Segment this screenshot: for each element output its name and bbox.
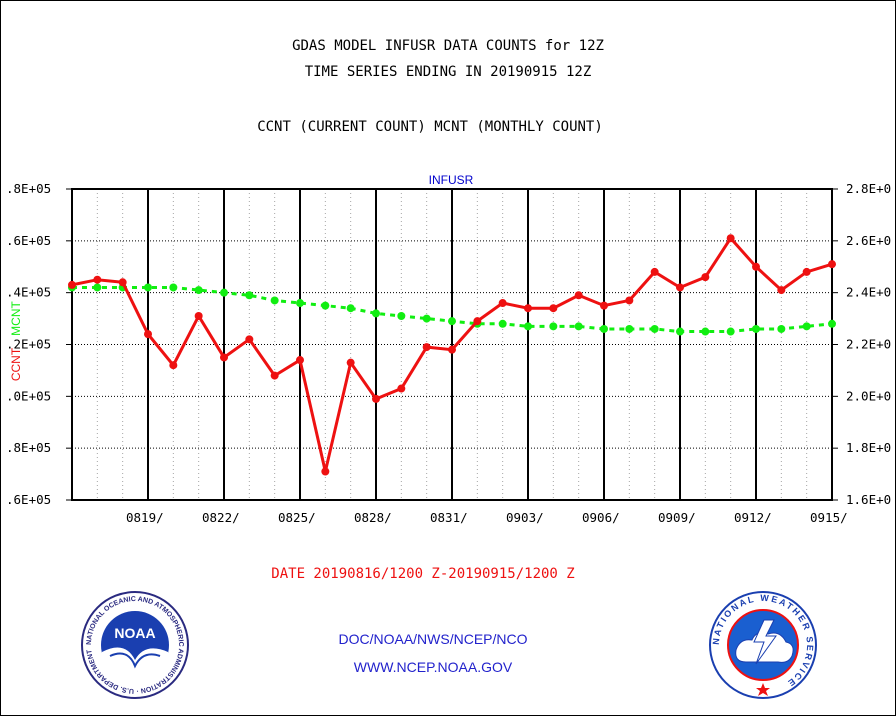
x-tick-label: 0912/ — [734, 510, 772, 525]
x-tick-label: 0909/ — [658, 510, 696, 525]
ccnt-series-point — [473, 317, 482, 326]
ccnt-series-point — [752, 262, 760, 271]
ccnt-series-point — [372, 394, 380, 403]
noaa-logo-text: NOAA — [114, 625, 155, 641]
y-tick-label-right: 1.8E+0 — [846, 440, 891, 455]
ccnt-series-point — [701, 273, 710, 282]
ccnt-series-point — [600, 301, 608, 310]
mcnt-series-point — [701, 327, 710, 336]
ccnt-series-point — [346, 358, 355, 367]
mcnt-series-point — [752, 324, 760, 333]
ccnt-series-point — [245, 335, 254, 344]
mcnt-series-point — [574, 322, 583, 331]
chart-title-line-2: TIME SERIES ENDING IN 20190915 12Z — [304, 64, 592, 80]
ccnt-series-point — [650, 267, 659, 276]
ccnt-series-point — [448, 345, 456, 354]
ccnt-series-point — [296, 356, 304, 365]
mcnt-series-point — [372, 309, 380, 318]
mcnt-series-point — [93, 283, 102, 292]
y-tick-label-right: 2.0E+0 — [846, 388, 891, 403]
mcnt-series-point — [169, 283, 178, 292]
nws-logo: NATIONAL WEATHER SERVICE — [709, 591, 817, 699]
y-tick-label-left: .8E+05 — [6, 181, 51, 196]
ccnt-series-point — [93, 275, 102, 284]
y-tick-label-right: 2.4E+0 — [846, 285, 891, 300]
ccnt-series-point — [118, 278, 127, 287]
ccnt-series-point — [777, 286, 786, 295]
y-tick-label-right: 2.8E+0 — [846, 181, 891, 196]
plot-area — [71, 188, 833, 501]
mcnt-series-point — [397, 311, 406, 320]
mcnt-series-point — [625, 324, 634, 333]
y-tick-label-right: 1.6E+0 — [846, 492, 891, 507]
y-tick-label-left: .6E+05 — [6, 233, 51, 248]
y-axis-label-ccnt: CCNT — [9, 347, 23, 381]
chart-subtitle: INFUSR — [429, 173, 474, 187]
mcnt-series-point — [549, 322, 558, 331]
ccnt-series-point — [321, 467, 330, 476]
y-tick-label-left: .2E+05 — [6, 337, 51, 352]
website-label: WWW.NCEP.NOAA.GOV — [353, 659, 513, 675]
x-tick-label: 0822/ — [202, 510, 240, 525]
mcnt-series-point — [448, 317, 456, 326]
mcnt-series-point — [296, 299, 304, 308]
y-tick-label-left: .8E+05 — [6, 440, 51, 455]
mcnt-series-point — [245, 291, 254, 300]
mcnt-series-point — [600, 324, 608, 333]
line-chart: .6E+05 1.6E+0 .8E+05 1.8E+0 .0E+05 2.0E+0 .2E+… — [6, 173, 891, 525]
ccnt-series-point — [144, 330, 152, 339]
mcnt-series-point — [802, 322, 811, 331]
y-tick-label-right: 2.6E+0 — [846, 233, 891, 248]
mcnt-series-point — [220, 288, 228, 297]
mcnt-series-point — [524, 322, 532, 331]
chart-title-line-1: GDAS MODEL INFUSR DATA COUNTS for 12Z — [292, 38, 604, 54]
mcnt-series-point — [346, 304, 355, 313]
ccnt-series-point — [828, 260, 836, 269]
y-tick-label-left: .0E+05 — [6, 388, 51, 403]
x-tick-label: 0828/ — [354, 510, 392, 525]
mcnt-series-point — [144, 283, 152, 292]
x-tick-label: 0819/ — [126, 510, 164, 525]
mcnt-series-point — [422, 314, 431, 323]
mcnt-series-point — [270, 296, 279, 305]
mcnt-series-point — [650, 324, 659, 333]
ccnt-series-point — [524, 304, 532, 313]
ccnt-series-point — [726, 234, 735, 243]
ccnt-series-point — [220, 353, 228, 362]
ccnt-series-point — [676, 283, 684, 292]
ccnt-series-point — [574, 291, 583, 300]
y-tick-label-left: .6E+05 — [6, 492, 51, 507]
mcnt-series-point — [321, 301, 330, 310]
org-label: DOC/NOAA/NWS/NCEP/NCO — [338, 631, 528, 647]
y-axis-label-mcnt: MCNT — [9, 301, 23, 336]
mcnt-series-point — [498, 319, 507, 328]
x-tick-label: 0831/ — [430, 510, 468, 525]
x-tick-label: 0903/ — [506, 510, 544, 525]
ccnt-series-point — [625, 296, 634, 305]
ccnt-series-point — [397, 384, 406, 393]
x-tick-label: 0906/ — [582, 510, 620, 525]
noaa-logo: NATIONAL OCEANIC AND ATMOSPHERIC ADMINIS… — [80, 590, 189, 699]
mcnt-series-point — [777, 324, 786, 333]
mcnt-series-point — [828, 319, 836, 328]
y-tick-label-right: 2.2E+0 — [846, 337, 891, 352]
ccnt-series-point — [549, 304, 558, 313]
y-tick-label-left: .4E+05 — [6, 285, 51, 300]
ccnt-series-point — [498, 299, 507, 308]
x-tick-label: 0915/ — [810, 510, 848, 525]
ccnt-series-point — [270, 371, 279, 380]
mcnt-series-point — [726, 327, 735, 336]
chart-title-line-3: CCNT (CURRENT COUNT) MCNT (MONTHLY COUNT… — [257, 119, 603, 135]
ccnt-series-point — [802, 267, 811, 276]
mcnt-series-point — [676, 327, 684, 336]
mcnt-series-point — [194, 286, 203, 295]
date-range-label: DATE 20190816/1200 Z-20190915/1200 Z — [271, 566, 575, 582]
ccnt-series-point — [422, 343, 431, 352]
ccnt-series-point — [68, 280, 76, 289]
ccnt-series-point — [194, 311, 203, 320]
x-tick-label: 0825/ — [278, 510, 316, 525]
ccnt-series-point — [169, 361, 178, 370]
